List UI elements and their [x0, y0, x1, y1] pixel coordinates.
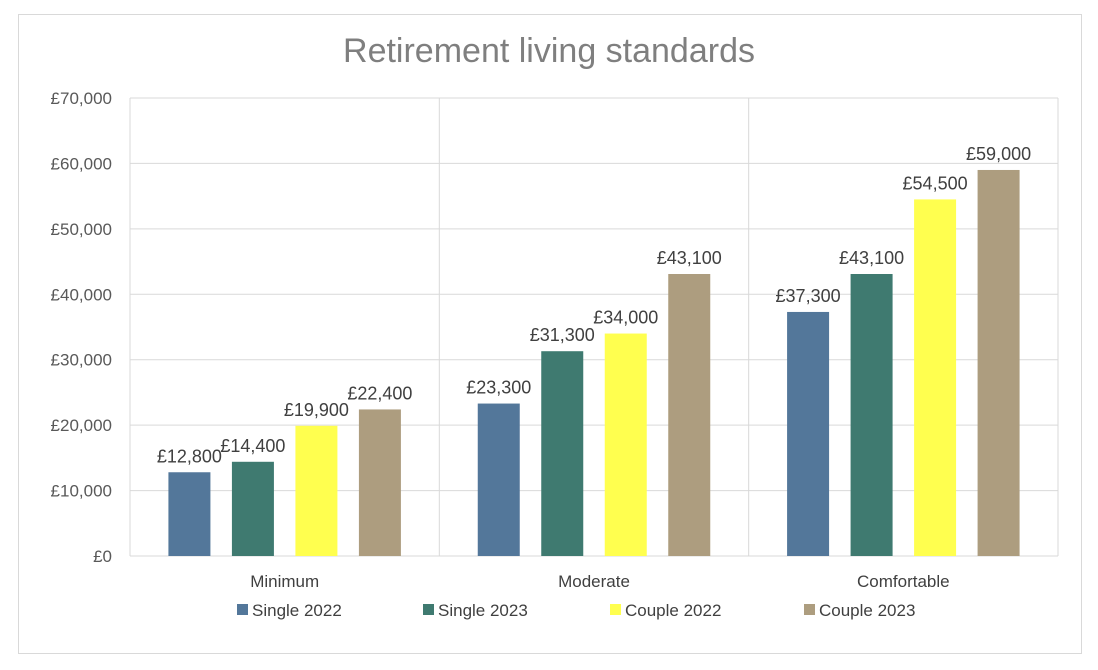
y-tick-label: £20,000	[51, 416, 112, 435]
bar	[914, 199, 957, 556]
chart-title: Retirement living standards	[343, 32, 755, 70]
data-label: £54,500	[903, 173, 968, 193]
bar	[231, 461, 274, 556]
data-label: £19,900	[284, 400, 349, 420]
legend-label: Couple 2023	[819, 601, 915, 620]
legend-swatch	[237, 604, 248, 615]
bar	[787, 311, 830, 556]
data-label: £31,300	[530, 325, 595, 345]
bar	[168, 472, 211, 556]
bar	[850, 274, 893, 556]
bars	[168, 169, 1020, 556]
legend-swatch	[423, 604, 434, 615]
data-label: £12,800	[157, 446, 222, 466]
data-label: £59,000	[966, 144, 1031, 164]
data-label: £37,300	[776, 286, 841, 306]
legend-label: Couple 2022	[625, 601, 721, 620]
legend-label: Single 2022	[252, 601, 342, 620]
legend-swatch	[804, 604, 815, 615]
bar	[541, 351, 584, 556]
category-labels: Minimum Moderate Comfortable	[250, 572, 949, 591]
bar	[604, 333, 647, 556]
y-tick-label: £50,000	[51, 220, 112, 239]
category-label: Comfortable	[857, 572, 950, 591]
data-label: £22,400	[347, 383, 412, 403]
y-axis-tick-labels: £0 £10,000 £20,000 £30,000 £40,000 £50,000 £60…	[51, 89, 112, 566]
data-label: £43,100	[839, 248, 904, 268]
gridlines	[129, 97, 1059, 557]
legend: Single 2022 Single 2023 Couple 2022 Couple …	[237, 601, 915, 620]
legend-label: Single 2023	[438, 601, 528, 620]
category-label: Moderate	[558, 572, 630, 591]
y-tick-label: £10,000	[51, 482, 112, 501]
data-label: £23,300	[466, 378, 531, 398]
data-label: £43,100	[657, 248, 722, 268]
y-tick-label: £40,000	[51, 285, 112, 304]
bar	[477, 403, 520, 556]
bar	[977, 169, 1020, 556]
data-label: £14,400	[220, 436, 285, 456]
y-tick-label: £0	[93, 547, 112, 566]
y-tick-label: £30,000	[51, 351, 112, 370]
data-labels: £12,800£14,400 £19,900£22,400 £23,300 £31,3…	[157, 144, 1031, 466]
y-tick-label: £70,000	[51, 89, 112, 108]
bar	[358, 409, 401, 556]
bar	[668, 274, 711, 556]
legend-swatch	[610, 604, 621, 615]
bar	[295, 425, 338, 556]
category-label: Minimum	[250, 572, 319, 591]
y-tick-label: £60,000	[51, 154, 112, 173]
data-label: £34,000	[593, 308, 658, 328]
